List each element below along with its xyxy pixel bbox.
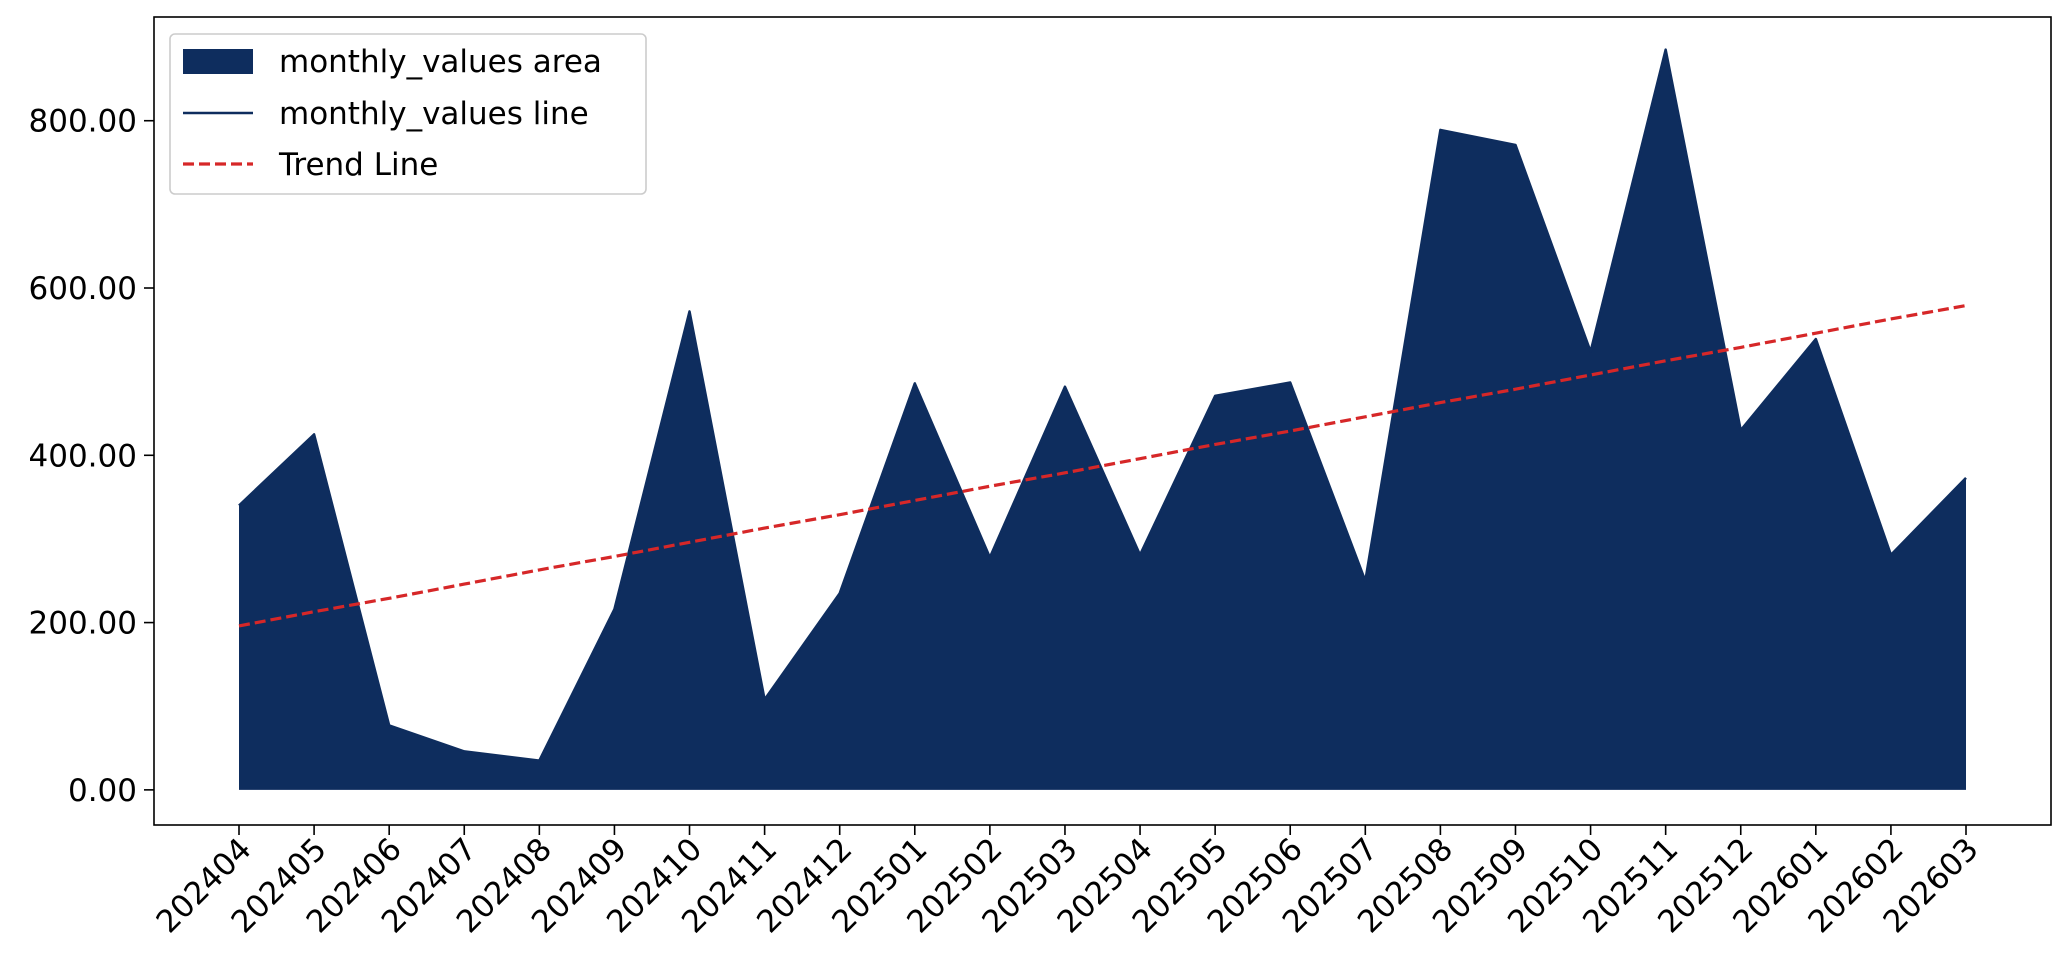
- legend: monthly_values area monthly_values line Tr…: [169, 33, 647, 195]
- trend-line: [238, 303, 1967, 628]
- legend-label: Trend Line: [278, 147, 438, 183]
- legend-label: monthly_values line: [279, 96, 589, 132]
- plot-frame: [153, 16, 2052, 826]
- y-axis: 0.00 200.00 400.00 600.00 800.00: [29, 104, 154, 809]
- y-tick-label: 0.00: [68, 773, 137, 809]
- y-tick-label: 600.00: [29, 271, 137, 307]
- y-tick-label: 200.00: [29, 606, 137, 642]
- monthly-values-line: [238, 48, 1967, 762]
- legend-swatch-area: [183, 49, 253, 74]
- y-tick-label: 800.00: [29, 104, 137, 140]
- monthly-values-area: [239, 49, 1966, 790]
- legend-label: monthly_values area: [279, 44, 602, 80]
- plot-marks: [238, 48, 1967, 790]
- legend-box: [169, 33, 647, 195]
- y-tick-label: 400.00: [29, 438, 137, 474]
